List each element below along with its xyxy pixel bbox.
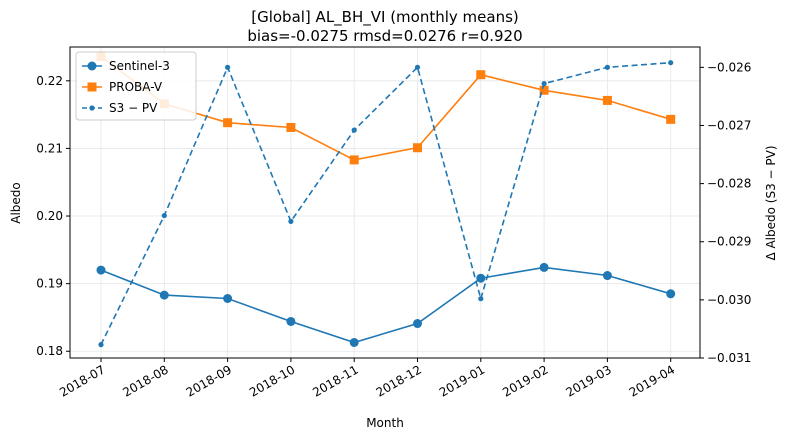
data-point-sentinel-3 — [286, 316, 296, 326]
chart-subtitle: bias=-0.0275 rmsd=0.0276 r=0.920 — [247, 27, 522, 45]
y-tick-label-left: 0.19 — [36, 277, 63, 291]
data-point-sentinel-3 — [159, 290, 169, 300]
plot-series — [96, 51, 676, 348]
data-point-s3-pv — [225, 64, 231, 70]
legend-box — [75, 51, 197, 121]
legend-entry-probav: PROBA-V — [82, 80, 163, 94]
data-point-sentinel-3 — [96, 265, 106, 275]
data-point-proba-v — [413, 143, 422, 153]
data-point-sentinel-3 — [413, 319, 422, 329]
legend-probav-label: PROBA-V — [109, 80, 163, 94]
y-axis-label-right: Δ Albedo (S3 − PV) — [764, 145, 778, 260]
data-point-s3-pv — [668, 60, 674, 66]
data-point-proba-v — [476, 70, 486, 80]
y-tick-label-left: 0.22 — [36, 74, 63, 88]
legend-sentinel3-marker — [87, 61, 97, 71]
data-point-sentinel-3 — [223, 294, 233, 304]
data-point-sentinel-3 — [666, 289, 676, 299]
data-point-sentinel-3 — [349, 337, 359, 347]
data-point-sentinel-3 — [602, 271, 612, 281]
y-tick-label-right: −0.028 — [707, 177, 751, 191]
legend-diff-label: S3 − PV — [109, 101, 158, 115]
data-point-sentinel-3 — [539, 262, 549, 272]
y-tick-label-right: −0.030 — [707, 293, 751, 307]
data-point-s3-pv — [288, 218, 294, 224]
data-point-proba-v — [602, 95, 612, 105]
data-point-s3-pv — [414, 64, 421, 70]
plot-frame — [69, 46, 701, 359]
y-tick-label-left: 0.21 — [36, 141, 63, 155]
data-point-s3-pv — [161, 212, 167, 219]
data-point-proba-v — [666, 114, 676, 124]
data-point-s3-pv — [351, 127, 357, 133]
legend-entry-diff: S3 − PV — [82, 101, 158, 115]
legend-entry-sentinel3: Sentinel-3 — [82, 59, 170, 73]
data-point-proba-v — [286, 122, 296, 132]
x-axis-label: Month — [366, 416, 404, 430]
legend: Sentinel-3 PROBA-V S3 − PV — [75, 51, 197, 121]
y-tick-label-right: −0.026 — [707, 60, 751, 74]
legend-sentinel3-label: Sentinel-3 — [109, 59, 170, 73]
series-line-sentinel-3 — [100, 266, 671, 344]
data-point-proba-v — [539, 85, 549, 95]
y-tick-label-right: −0.027 — [707, 118, 751, 132]
y-tick-label-left: 0.20 — [36, 209, 63, 223]
legend-probav-marker — [87, 82, 97, 92]
series-line-s3-pv — [100, 61, 671, 345]
data-point-s3-pv — [541, 81, 547, 87]
data-point-proba-v — [223, 118, 233, 128]
data-point-s3-pv — [98, 342, 104, 348]
data-point-s3-pv — [478, 296, 484, 302]
y-axis-label-left: Albedo — [9, 182, 23, 224]
y-tick-label-right: −0.031 — [707, 351, 751, 365]
data-point-sentinel-3 — [476, 273, 486, 283]
chart-title: [Global] AL_BH_VI (monthly means) — [251, 8, 519, 27]
legend-diff-marker — [89, 105, 95, 111]
y-tick-label-right: −0.029 — [707, 235, 751, 249]
data-point-proba-v — [349, 155, 359, 165]
y-tick-label-left: 0.18 — [36, 344, 63, 358]
data-point-s3-pv — [604, 64, 611, 70]
